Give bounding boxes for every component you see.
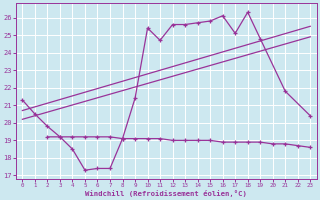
X-axis label: Windchill (Refroidissement éolien,°C): Windchill (Refroidissement éolien,°C)	[85, 190, 247, 197]
